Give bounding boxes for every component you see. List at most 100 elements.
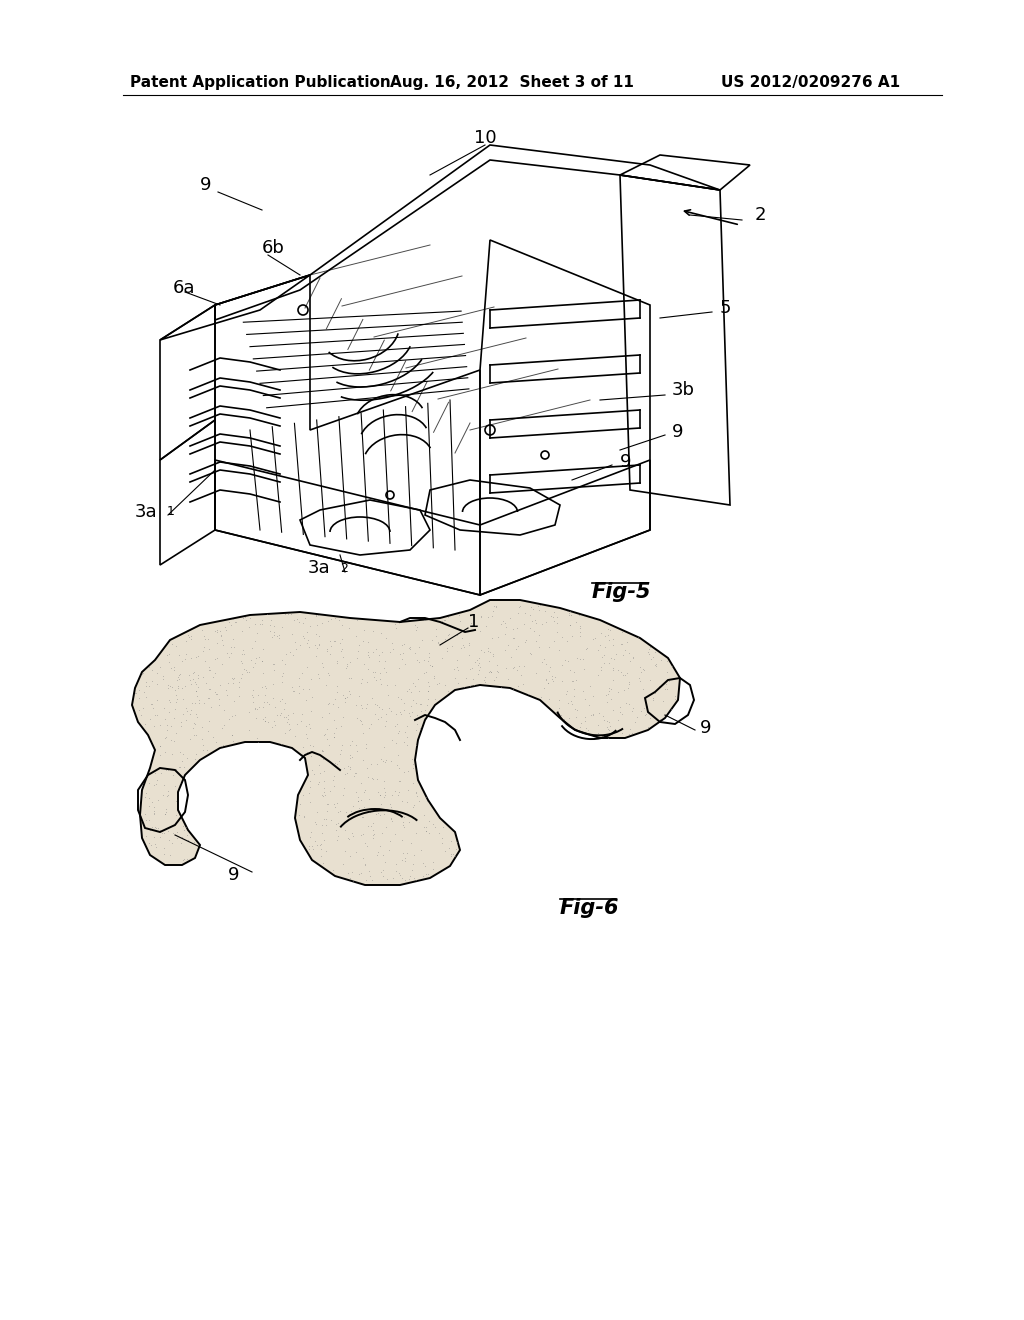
Point [313, 845, 330, 866]
Point [521, 643, 538, 664]
Point [542, 689, 558, 710]
Point [387, 614, 403, 635]
Point [409, 708, 425, 729]
Point [254, 614, 270, 635]
Point [178, 643, 195, 664]
Point [249, 698, 265, 719]
Point [140, 788, 157, 809]
Point [249, 622, 265, 643]
Point [506, 627, 522, 648]
Point [266, 714, 283, 735]
Point [319, 663, 336, 684]
Point [606, 648, 623, 669]
Point [313, 822, 330, 843]
Point [411, 652, 427, 673]
Point [510, 636, 526, 657]
Point [569, 647, 586, 668]
Point [556, 709, 572, 730]
Point [586, 686, 602, 708]
Point [172, 741, 188, 762]
Point [658, 649, 675, 671]
Point [350, 635, 367, 656]
Point [384, 632, 400, 653]
Point [396, 731, 413, 752]
Point [625, 698, 641, 719]
Point [194, 717, 210, 738]
Point [261, 693, 278, 714]
Point [408, 693, 424, 714]
Point [511, 597, 527, 618]
Point [647, 655, 664, 676]
Point [636, 659, 652, 680]
Point [283, 603, 299, 624]
Point [314, 748, 331, 770]
Point [257, 677, 273, 698]
Point [178, 817, 195, 838]
Point [221, 611, 238, 632]
Point [186, 661, 203, 682]
Point [412, 718, 428, 739]
Point [136, 681, 153, 702]
Point [343, 862, 359, 883]
Point [572, 717, 589, 738]
Point [286, 681, 302, 702]
Point [196, 667, 212, 688]
Point [318, 801, 335, 822]
Point [562, 614, 579, 635]
Point [209, 632, 225, 653]
Point [233, 643, 250, 664]
Point [395, 812, 412, 833]
Point [561, 602, 578, 623]
Point [348, 741, 365, 762]
Point [364, 688, 380, 709]
Point [161, 652, 177, 673]
Point [394, 642, 411, 663]
Point [376, 777, 392, 799]
Point [202, 659, 218, 680]
Point [563, 671, 580, 692]
Point [497, 612, 513, 634]
Point [257, 676, 273, 697]
Point [138, 686, 155, 708]
Point [344, 746, 360, 767]
Point [294, 678, 310, 700]
Point [328, 820, 344, 841]
Point [196, 636, 212, 657]
Point [415, 853, 431, 874]
Point [418, 661, 434, 682]
Point [310, 755, 327, 776]
Point [164, 833, 180, 854]
Point [273, 671, 290, 692]
Point [223, 668, 240, 689]
Point [326, 709, 342, 730]
Point [493, 614, 509, 635]
Point [356, 619, 373, 640]
Point [323, 609, 339, 630]
Point [411, 680, 427, 701]
Point [135, 697, 152, 718]
Point [148, 663, 165, 684]
Point [342, 667, 358, 688]
Point [345, 795, 361, 816]
Point [237, 644, 253, 665]
Point [291, 668, 307, 689]
Point [274, 616, 291, 638]
Point [348, 734, 365, 755]
Point [414, 630, 430, 651]
Point [600, 652, 616, 673]
Point [173, 766, 189, 787]
Point [184, 717, 201, 738]
Point [393, 635, 410, 656]
Point [429, 631, 445, 652]
Point [404, 853, 421, 874]
Point [225, 672, 242, 693]
Point [215, 634, 231, 655]
Point [182, 673, 199, 694]
Point [301, 836, 317, 857]
Point [252, 614, 268, 635]
Point [141, 709, 158, 730]
Point [499, 616, 515, 638]
Point [490, 661, 507, 682]
Point [272, 704, 289, 725]
Point [319, 611, 336, 632]
